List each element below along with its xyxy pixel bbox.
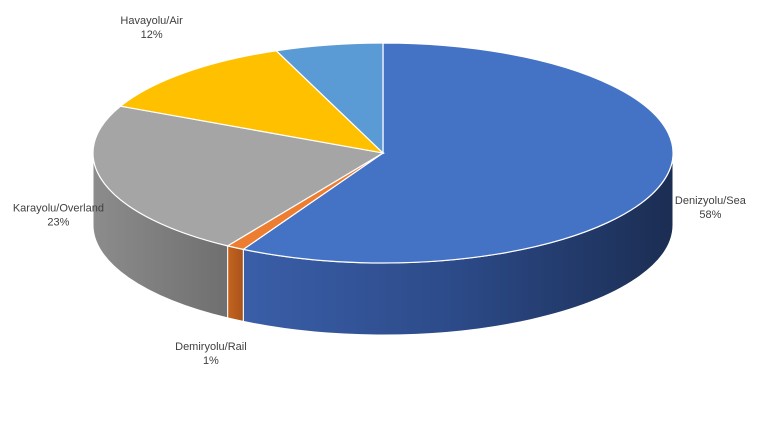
slice-denizyolu-sea — [241, 42, 674, 264]
data-label-category: Karayolu/Overland — [13, 202, 104, 214]
data-label-havayolu-air: Havayolu/Air 12% — [120, 15, 183, 41]
data-label-value: 58% — [699, 209, 721, 221]
slice-karayolu-overland — [92, 105, 385, 247]
slice-havayolu-air — [119, 50, 385, 154]
slice-di-er-other — [274, 42, 384, 155]
slice-side-demiryolu-rail — [227, 245, 244, 323]
data-label-value: 1% — [203, 355, 219, 367]
pie-top-faces — [92, 42, 674, 264]
data-label-category: Demiryolu/Rail — [175, 341, 247, 353]
data-label-value: 12% — [141, 29, 163, 41]
data-label-karayolu-overland: Karayolu/Overland 23% — [13, 202, 104, 228]
data-label-category: Havayolu/Air — [120, 15, 183, 27]
data-label-demiryolu-rail: Demiryolu/Rail 1% — [175, 341, 247, 367]
data-label-denizyolu-sea: Denizyolu/Sea 58% — [675, 195, 747, 221]
data-labels: Denizyolu/Sea 58% Demiryolu/Rail 1% Karayolu… — [13, 15, 747, 367]
data-label-value: 23% — [47, 216, 69, 228]
data-label-category: Denizyolu/Sea — [675, 195, 747, 207]
